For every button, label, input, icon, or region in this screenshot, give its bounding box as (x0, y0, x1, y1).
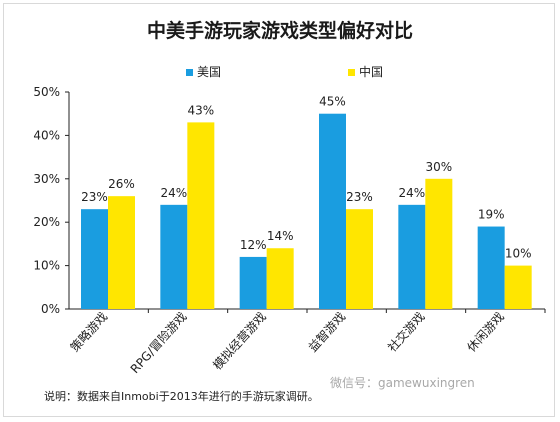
chart-title: 中美手游玩家游戏类型偏好对比 (147, 19, 413, 42)
category-label: 模拟经营游戏 (210, 310, 269, 373)
bar-cn (266, 248, 294, 309)
category-label: RPG/冒险游戏 (127, 309, 190, 376)
bar-cn (108, 196, 135, 309)
y-tick-label: 40% (33, 128, 60, 142)
bar-cn (346, 209, 373, 309)
data-labels: 23%26%24%43%12%14%45%23% 24%30%19%10% (81, 95, 531, 261)
legend: 美国 中国 (186, 64, 383, 79)
legend-label: 中国 (359, 64, 383, 79)
data-label: 23% (346, 190, 373, 204)
y-tick-label: 30% (33, 172, 60, 186)
data-label: 43% (187, 103, 214, 117)
bars (81, 113, 532, 309)
bar-cn (187, 122, 215, 309)
data-label: 24% (398, 186, 425, 200)
legend-swatch (186, 69, 193, 76)
bar-cn (425, 178, 453, 309)
data-label: 14% (267, 229, 294, 243)
y-tick-label: 0% (41, 302, 60, 316)
bar-us (160, 204, 188, 309)
data-label: 19% (478, 208, 505, 222)
data-label: 26% (108, 177, 135, 191)
category-label: 社交游戏 (384, 309, 427, 355)
bar-us (239, 256, 267, 309)
y-tick-label: 20% (33, 215, 60, 229)
data-label: 24% (160, 186, 187, 200)
legend-label: 美国 (197, 65, 221, 79)
bar-cn (504, 265, 532, 309)
data-label: 10% (505, 247, 532, 261)
category-label: 益智游戏 (305, 309, 348, 355)
y-tick-label: 10% (33, 259, 60, 273)
category-label: 策略游戏 (67, 309, 110, 355)
watermark-text: 微信号：gamewuxingren (330, 376, 475, 390)
data-label: 12% (240, 238, 267, 252)
bar-us (319, 113, 346, 309)
data-label: 45% (319, 95, 346, 109)
bar-us (398, 204, 426, 309)
data-label: 23% (81, 190, 108, 204)
y-tick-label: 50% (33, 85, 60, 99)
category-label: 休闲游戏 (464, 310, 507, 355)
bar-us (81, 209, 108, 309)
data-label: 30% (425, 160, 452, 174)
bar-us (477, 226, 505, 309)
axes: 0% 10% 20% 30% 40% 50% (33, 85, 546, 316)
legend-swatch (348, 69, 355, 76)
category-labels: 策略游戏 RPG/冒险游戏 模拟经营游戏 益智游戏 社交游戏 休闲游戏 (67, 309, 507, 376)
footnote: 说明：数据来自Inmobi于2013年进行的手游玩家调研。 (44, 389, 319, 403)
